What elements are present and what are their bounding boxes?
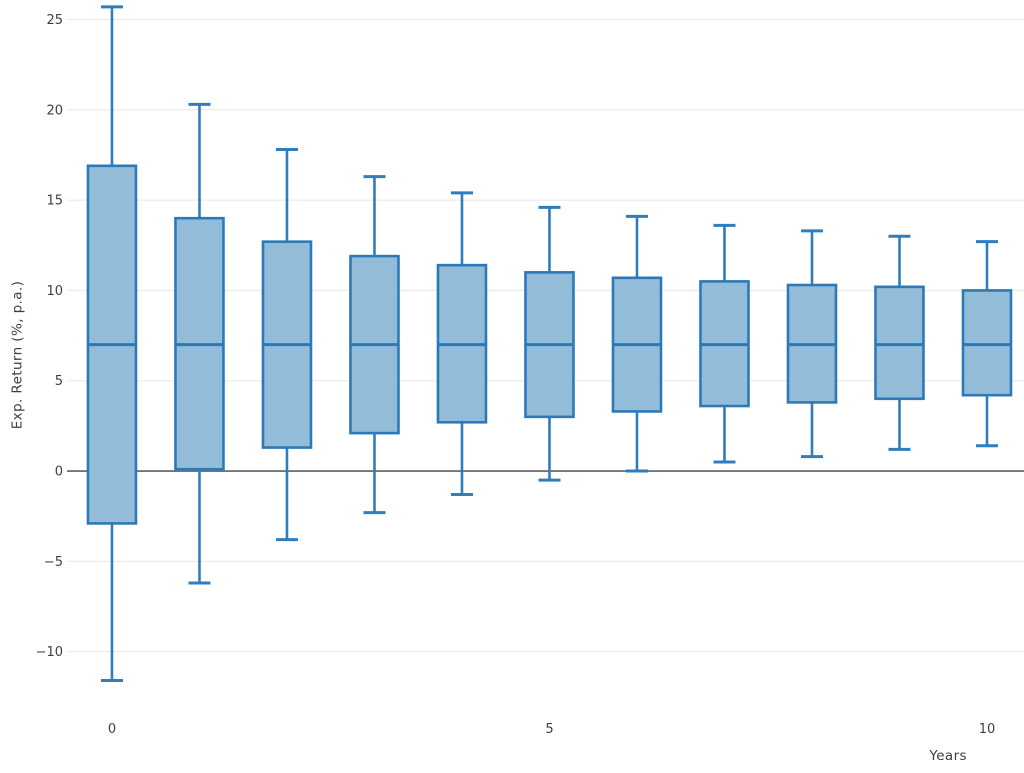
x-tick-label: 0: [108, 722, 116, 737]
y-tick-label: 10: [46, 284, 63, 299]
x-tick-label: 10: [979, 722, 996, 737]
y-tick-label: 0: [55, 465, 63, 480]
iqr-box-year-10: [961, 289, 1013, 397]
y-tick-label: −10: [36, 645, 63, 660]
y-tick-label: 20: [46, 103, 63, 118]
y-tick-label: 5: [55, 374, 63, 389]
x-axis-title: Years: [929, 748, 967, 764]
y-tick-label: 15: [46, 194, 63, 209]
x-tick-label: 5: [545, 722, 553, 737]
y-tick-label: −5: [44, 555, 63, 570]
iqr-box-year-9: [874, 285, 925, 401]
y-tick-label: 25: [46, 13, 63, 28]
